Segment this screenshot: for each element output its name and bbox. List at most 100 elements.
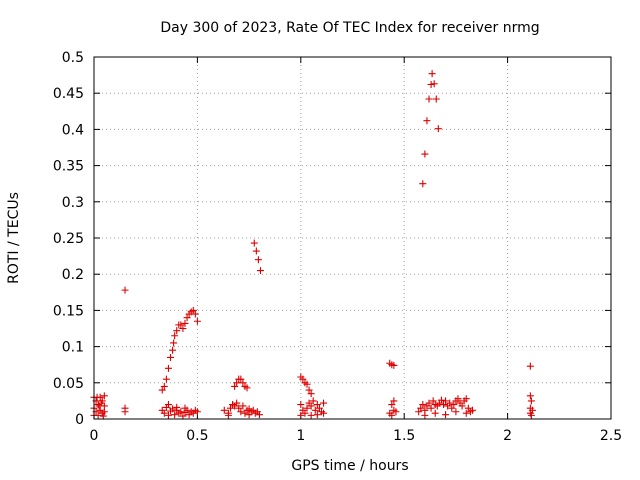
data-point	[388, 401, 396, 409]
data-point	[173, 327, 181, 335]
data-point	[173, 403, 181, 411]
x-tick-label: 0	[90, 428, 99, 444]
data-point	[167, 353, 175, 361]
data-point	[121, 408, 129, 416]
data-point	[320, 409, 328, 417]
data-point	[527, 397, 535, 405]
data-point	[100, 392, 108, 400]
data-point	[179, 412, 187, 420]
data-point	[432, 95, 440, 103]
data-point	[224, 411, 232, 419]
data-point	[169, 405, 177, 413]
data-point	[528, 406, 536, 414]
data-point	[303, 380, 311, 388]
data-point	[527, 411, 535, 419]
x-tick-label: 2	[503, 428, 512, 444]
data-point	[179, 325, 187, 332]
y-tick-label: 0.05	[53, 376, 84, 392]
data-point	[458, 402, 466, 410]
data-point	[307, 411, 315, 419]
data-point	[462, 395, 470, 403]
data-point	[177, 408, 185, 416]
data-point	[256, 267, 264, 275]
data-point	[320, 399, 328, 407]
data-point	[191, 310, 199, 318]
data-point	[233, 379, 241, 387]
data-point	[239, 402, 247, 410]
data-point	[220, 406, 228, 414]
data-point	[388, 411, 396, 419]
data-point	[423, 117, 431, 125]
plot-frame	[93, 56, 612, 420]
x-tick-label: 1.5	[393, 428, 415, 444]
data-point	[237, 408, 245, 416]
data-point	[526, 392, 534, 400]
data-point	[171, 411, 179, 419]
data-point	[417, 404, 425, 412]
x-tick-label: 1	[296, 428, 305, 444]
data-point	[299, 375, 307, 383]
data-point	[226, 404, 234, 412]
data-point	[442, 397, 450, 405]
data-point	[162, 375, 170, 383]
data-point	[160, 382, 168, 390]
data-point	[164, 411, 172, 419]
data-point	[425, 95, 433, 103]
data-point	[233, 399, 241, 407]
data-point	[177, 321, 185, 329]
data-point	[237, 375, 245, 383]
data-point	[239, 379, 247, 387]
data-point	[301, 409, 309, 417]
data-point	[303, 404, 311, 412]
data-point	[255, 411, 263, 419]
data-point	[434, 125, 442, 133]
data-point	[94, 401, 102, 409]
data-point	[189, 306, 197, 314]
data-point	[160, 409, 168, 417]
data-point	[427, 404, 435, 412]
data-point	[181, 319, 189, 327]
y-tick-label: 0.4	[62, 122, 84, 138]
y-tick-label: 0.35	[53, 159, 84, 175]
data-point	[437, 396, 445, 404]
y-tick-label: 0.3	[62, 195, 84, 211]
data-point	[121, 286, 129, 294]
data-point	[313, 411, 321, 419]
data-point	[315, 404, 323, 412]
data-point	[392, 408, 400, 416]
data-point	[158, 386, 166, 394]
data-point	[313, 401, 321, 409]
data-point	[169, 346, 177, 354]
data-point	[170, 339, 178, 347]
data-point	[454, 395, 462, 403]
data-point	[93, 393, 101, 401]
data-point	[307, 402, 315, 410]
data-point	[183, 314, 191, 322]
data-point	[235, 404, 243, 412]
data-point	[99, 412, 107, 420]
data-point	[464, 404, 472, 412]
data-point	[193, 408, 201, 416]
x-tick-label: 2.5	[600, 428, 622, 444]
data-point	[100, 408, 108, 416]
data-point	[430, 80, 438, 88]
data-point	[428, 70, 436, 78]
y-tick-label: 0	[75, 412, 84, 428]
data-point	[421, 150, 429, 158]
data-point	[297, 411, 305, 419]
data-point	[427, 81, 435, 89]
data-points	[90, 70, 536, 420]
chart-title: Day 300 of 2023, Rate Of TEC Index for r…	[160, 20, 539, 36]
y-tick-label: 0.5	[62, 50, 84, 66]
y-axis-label: ROTI / TECUs	[6, 192, 22, 284]
data-point	[429, 397, 437, 405]
y-tick-label: 0.15	[53, 303, 84, 319]
data-point	[450, 401, 458, 409]
tick-layer: 0 0.5 1 1.5 2 2.5 0 0.05 0.1 0.15 0.2 0.25 0.3 0.35 0.…	[53, 50, 622, 444]
data-point	[526, 362, 534, 370]
data-point	[448, 404, 456, 412]
data-point	[390, 361, 398, 369]
x-axis-label: GPS time / hours	[291, 458, 408, 474]
data-point	[309, 397, 317, 405]
data-point	[254, 256, 262, 264]
